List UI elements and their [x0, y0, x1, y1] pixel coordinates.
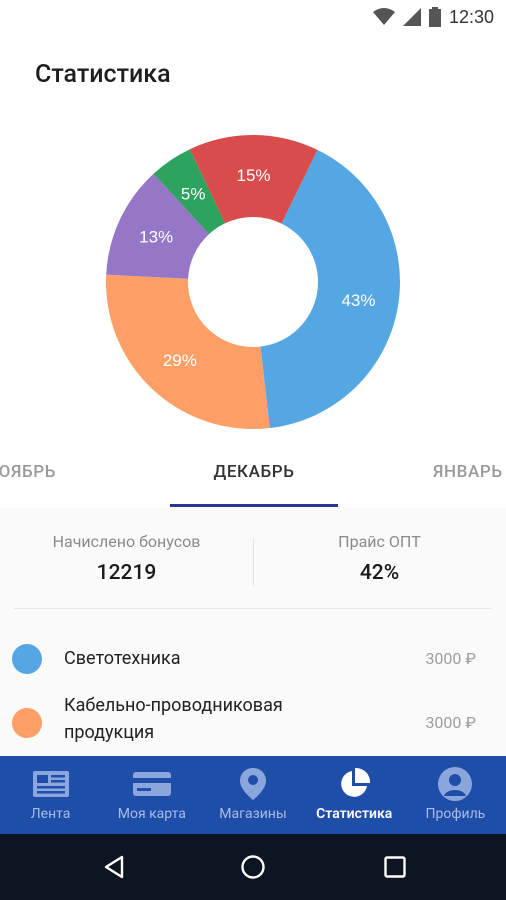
bonuses-value: 12219 — [96, 561, 157, 585]
tab-next-month[interactable]: ЯНВАРЬ — [433, 462, 503, 482]
nav-label: Лента — [30, 806, 71, 822]
status-time: 12:30 — [448, 6, 494, 27]
bonuses-summary: Начислено бонусов 12219 — [0, 532, 253, 585]
category-color-dot — [12, 644, 42, 674]
statistics-content: Начислено бонусов 12219 Прайс ОПТ 42% Св… — [0, 508, 506, 756]
category-color-dot — [12, 708, 42, 738]
recents-icon[interactable] — [378, 850, 412, 884]
tab-prev-month[interactable]: НОЯБРЬ — [0, 462, 56, 482]
page-title: Статистика — [35, 60, 171, 89]
nav-item-feed[interactable]: Лента — [0, 756, 101, 834]
donut-slice — [105, 274, 270, 429]
news-icon — [31, 766, 71, 802]
category-amount: 3000 ₽ — [425, 713, 476, 732]
home-icon[interactable] — [236, 850, 270, 884]
month-tabs: НОЯБРЬ ДЕКАБРЬ ЯНВАРЬ — [0, 440, 506, 508]
nav-item-statistics[interactable]: Статистика — [304, 756, 405, 834]
donut-chart: 43% 29% 13% 5% 15% — [0, 130, 506, 430]
donut-slice-label: 15% — [237, 166, 271, 185]
category-name: Кабельно-проводниковая продукция — [64, 695, 283, 743]
tab-indicator — [170, 504, 338, 507]
nav-label: Магазины — [219, 806, 287, 822]
nav-item-my-card[interactable]: Моя карта — [101, 756, 202, 834]
nav-label: Моя карта — [117, 806, 186, 822]
status-bar: 12:30 — [0, 0, 506, 34]
price-value: 42% — [359, 561, 400, 585]
bonuses-label: Начислено бонусов — [52, 532, 201, 551]
pie-chart-icon — [334, 766, 374, 802]
tab-current-month[interactable]: ДЕКАБРЬ — [213, 462, 295, 482]
donut-slice-label: 29% — [163, 351, 197, 370]
card-icon — [132, 766, 172, 802]
nav-item-profile[interactable]: Профиль — [405, 756, 506, 834]
donut-slice-label: 5% — [181, 184, 206, 203]
profile-icon — [435, 766, 475, 802]
nav-label: Профиль — [425, 806, 486, 822]
signal-icon — [402, 8, 421, 26]
system-navigation-bar — [0, 834, 506, 900]
bottom-navigation: Лента Моя карта Магазины Статистика — [0, 756, 506, 834]
donut-chart-svg: 43% 29% 13% 5% 15% — [105, 135, 401, 429]
donut-slice-label: 43% — [341, 291, 375, 310]
donut-slice — [106, 173, 210, 279]
category-name: Светотехника — [64, 648, 181, 669]
wifi-icon — [372, 8, 395, 25]
nav-label: Статистика — [316, 806, 393, 822]
nav-item-stores[interactable]: Магазины — [202, 756, 303, 834]
price-summary: Прайс ОПТ 42% — [253, 532, 506, 585]
summary-divider — [253, 538, 254, 586]
status-icons: 12:30 — [372, 6, 494, 28]
donut-slice — [189, 135, 318, 224]
price-label: Прайс ОПТ — [338, 532, 421, 551]
donut-slice — [153, 149, 226, 235]
location-pin-icon — [233, 766, 273, 802]
donut-slice — [260, 149, 401, 429]
back-icon[interactable] — [97, 850, 131, 884]
category-amount: 3000 ₽ — [425, 649, 476, 668]
donut-slice-label: 13% — [139, 228, 173, 247]
battery-icon — [428, 7, 441, 27]
divider — [14, 608, 492, 609]
